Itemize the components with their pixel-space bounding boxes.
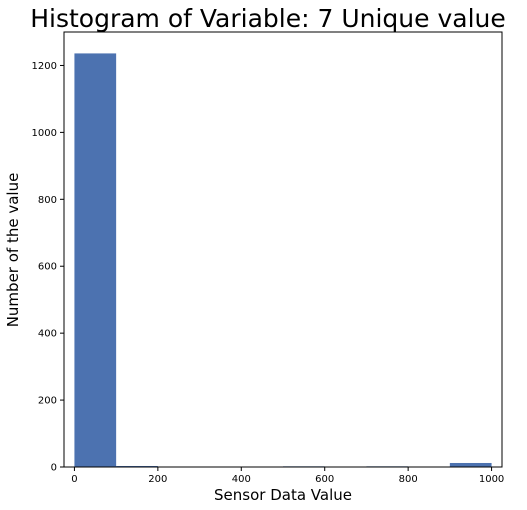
x-tick-label: 1000 xyxy=(479,474,504,485)
y-tick-label: 400 xyxy=(38,329,57,340)
x-tick-label: 0 xyxy=(71,474,77,485)
x-axis-ticks: 0 200 400 600 800 1000 xyxy=(71,467,504,485)
x-tick-label: 600 xyxy=(315,474,334,485)
x-tick-label: 800 xyxy=(399,474,418,485)
histogram-bar-1 xyxy=(116,465,158,467)
x-axis-label: Sensor Data Value xyxy=(214,486,352,504)
y-tick-label: 600 xyxy=(38,262,57,273)
y-tick-label: 0 xyxy=(51,463,57,474)
plot-frame xyxy=(63,31,503,468)
x-tick-label: 200 xyxy=(148,474,167,485)
histogram-bar-9 xyxy=(449,462,492,467)
bars-layer xyxy=(74,53,492,468)
y-tick-label: 1200 xyxy=(32,61,57,72)
y-tick-label: 1000 xyxy=(32,128,57,139)
x-tick-label: 400 xyxy=(232,474,251,485)
chart-title: Histogram of Variable: 7 Unique value xyxy=(30,4,506,33)
y-axis-label: Number of the value xyxy=(4,173,22,328)
y-tick-label: 200 xyxy=(38,396,57,407)
y-axis-ticks: 0 200 400 600 800 1000 1200 xyxy=(32,61,64,474)
histogram-bar-0 xyxy=(74,53,117,468)
y-tick-label: 800 xyxy=(38,195,57,206)
